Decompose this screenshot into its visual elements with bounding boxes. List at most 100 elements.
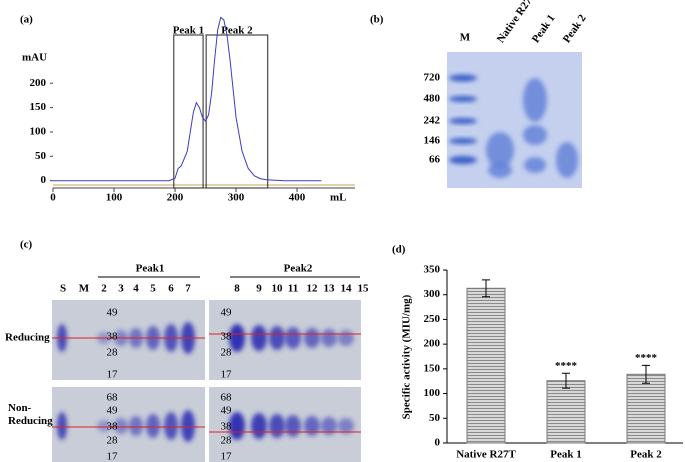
- band: [449, 96, 477, 102]
- band: [181, 410, 195, 442]
- x-tick-label: 200: [167, 192, 184, 204]
- band: [269, 414, 285, 438]
- band: [229, 412, 245, 440]
- panel-label: (b): [370, 14, 384, 26]
- band: [321, 417, 337, 435]
- group-label: Peak2: [284, 263, 313, 275]
- lane-label: M: [460, 32, 471, 44]
- y-tick-label: 50: [429, 412, 441, 424]
- bar: [626, 373, 666, 444]
- lane-label: 8: [234, 283, 240, 295]
- band: [523, 125, 547, 145]
- band: [251, 413, 267, 439]
- lane-label: Peak 2: [561, 12, 589, 45]
- marker-label: 38: [221, 421, 233, 433]
- marker-label: 720: [424, 72, 441, 84]
- bar: [466, 287, 506, 444]
- gel: [52, 387, 205, 462]
- lane-label: 10: [272, 283, 284, 295]
- lane-label: 5: [150, 283, 156, 295]
- band: [285, 415, 301, 437]
- lane-label: 2: [101, 283, 107, 295]
- band: [57, 412, 67, 440]
- peak-region: [173, 34, 204, 189]
- group-label: Peak1: [136, 263, 165, 275]
- lane-label: 4: [133, 283, 139, 295]
- gel: [52, 300, 205, 380]
- marker-label: 38: [221, 331, 233, 343]
- band: [449, 156, 477, 164]
- marker-label: 38: [107, 421, 119, 433]
- y-tick-label: 200: [424, 338, 441, 350]
- marker-label: 242: [424, 115, 441, 127]
- band: [129, 416, 143, 436]
- band: [146, 414, 160, 438]
- band: [449, 138, 477, 144]
- marker-label: 66: [429, 154, 441, 166]
- y-tick-label: 150: [424, 362, 441, 374]
- marker-label: 17: [221, 451, 233, 462]
- marker-label: 146: [424, 135, 441, 147]
- marker-label: 49: [107, 405, 119, 417]
- band: [285, 327, 301, 349]
- y-tick-label: 50: [35, 150, 47, 162]
- significance: ****: [635, 352, 658, 364]
- lane-label: 15: [358, 283, 370, 295]
- band: [488, 162, 512, 178]
- marker-label: 68: [107, 392, 119, 404]
- band: [449, 118, 477, 124]
- lane-label: 6: [168, 283, 174, 295]
- marker-label: 28: [221, 347, 233, 359]
- marker-label: 49: [107, 307, 119, 319]
- band: [304, 328, 320, 348]
- lane-label: M: [79, 283, 90, 295]
- band: [251, 325, 267, 351]
- error-bar: [562, 372, 570, 389]
- x-tick-label: Peak 1: [550, 449, 581, 461]
- peak-label: Peak 1: [173, 25, 204, 37]
- y-tick-label: 0: [435, 437, 441, 449]
- marker-label: 17: [107, 369, 119, 381]
- y-tick-label: 0: [41, 174, 47, 186]
- band: [486, 132, 514, 168]
- x-tick-label: Native R27T: [456, 449, 516, 461]
- band: [321, 329, 337, 347]
- peak-region: [205, 34, 269, 189]
- marker-label: 68: [221, 392, 233, 404]
- y-tick-label: 100: [424, 387, 441, 399]
- band: [304, 416, 320, 436]
- x-tick-label: 400: [289, 192, 306, 204]
- lane-label: 7: [185, 283, 191, 295]
- marker-label: 49: [221, 307, 233, 319]
- band: [523, 78, 547, 122]
- band: [556, 142, 578, 178]
- marker-label: 28: [221, 435, 233, 447]
- x-tick-label: 100: [106, 192, 123, 204]
- lane-label: 14: [341, 283, 353, 295]
- band: [269, 326, 285, 350]
- marker-label: 38: [107, 331, 119, 343]
- x-axis-label: mL: [330, 192, 347, 204]
- marker-label: 28: [107, 347, 119, 359]
- y-axis-label: mAU: [22, 52, 47, 64]
- lane-label: 3: [118, 283, 124, 295]
- marker-label: 28: [107, 435, 119, 447]
- band: [338, 330, 354, 346]
- panel-label: (d): [392, 244, 406, 256]
- x-tick-label: Peak 2: [630, 449, 662, 461]
- row-label: Reducing: [5, 332, 50, 344]
- marker-label: 17: [107, 451, 119, 462]
- lane-label: 9: [256, 283, 262, 295]
- error-bar: [642, 364, 650, 384]
- y-tick-label: 150: [30, 101, 47, 113]
- band: [338, 418, 354, 434]
- marker-label: 17: [221, 369, 233, 381]
- band: [524, 157, 546, 173]
- band: [229, 324, 245, 352]
- panel-label: (a): [20, 14, 33, 26]
- band: [449, 74, 477, 82]
- bar: [546, 380, 586, 444]
- band: [97, 420, 111, 432]
- lane-label: 11: [288, 283, 298, 295]
